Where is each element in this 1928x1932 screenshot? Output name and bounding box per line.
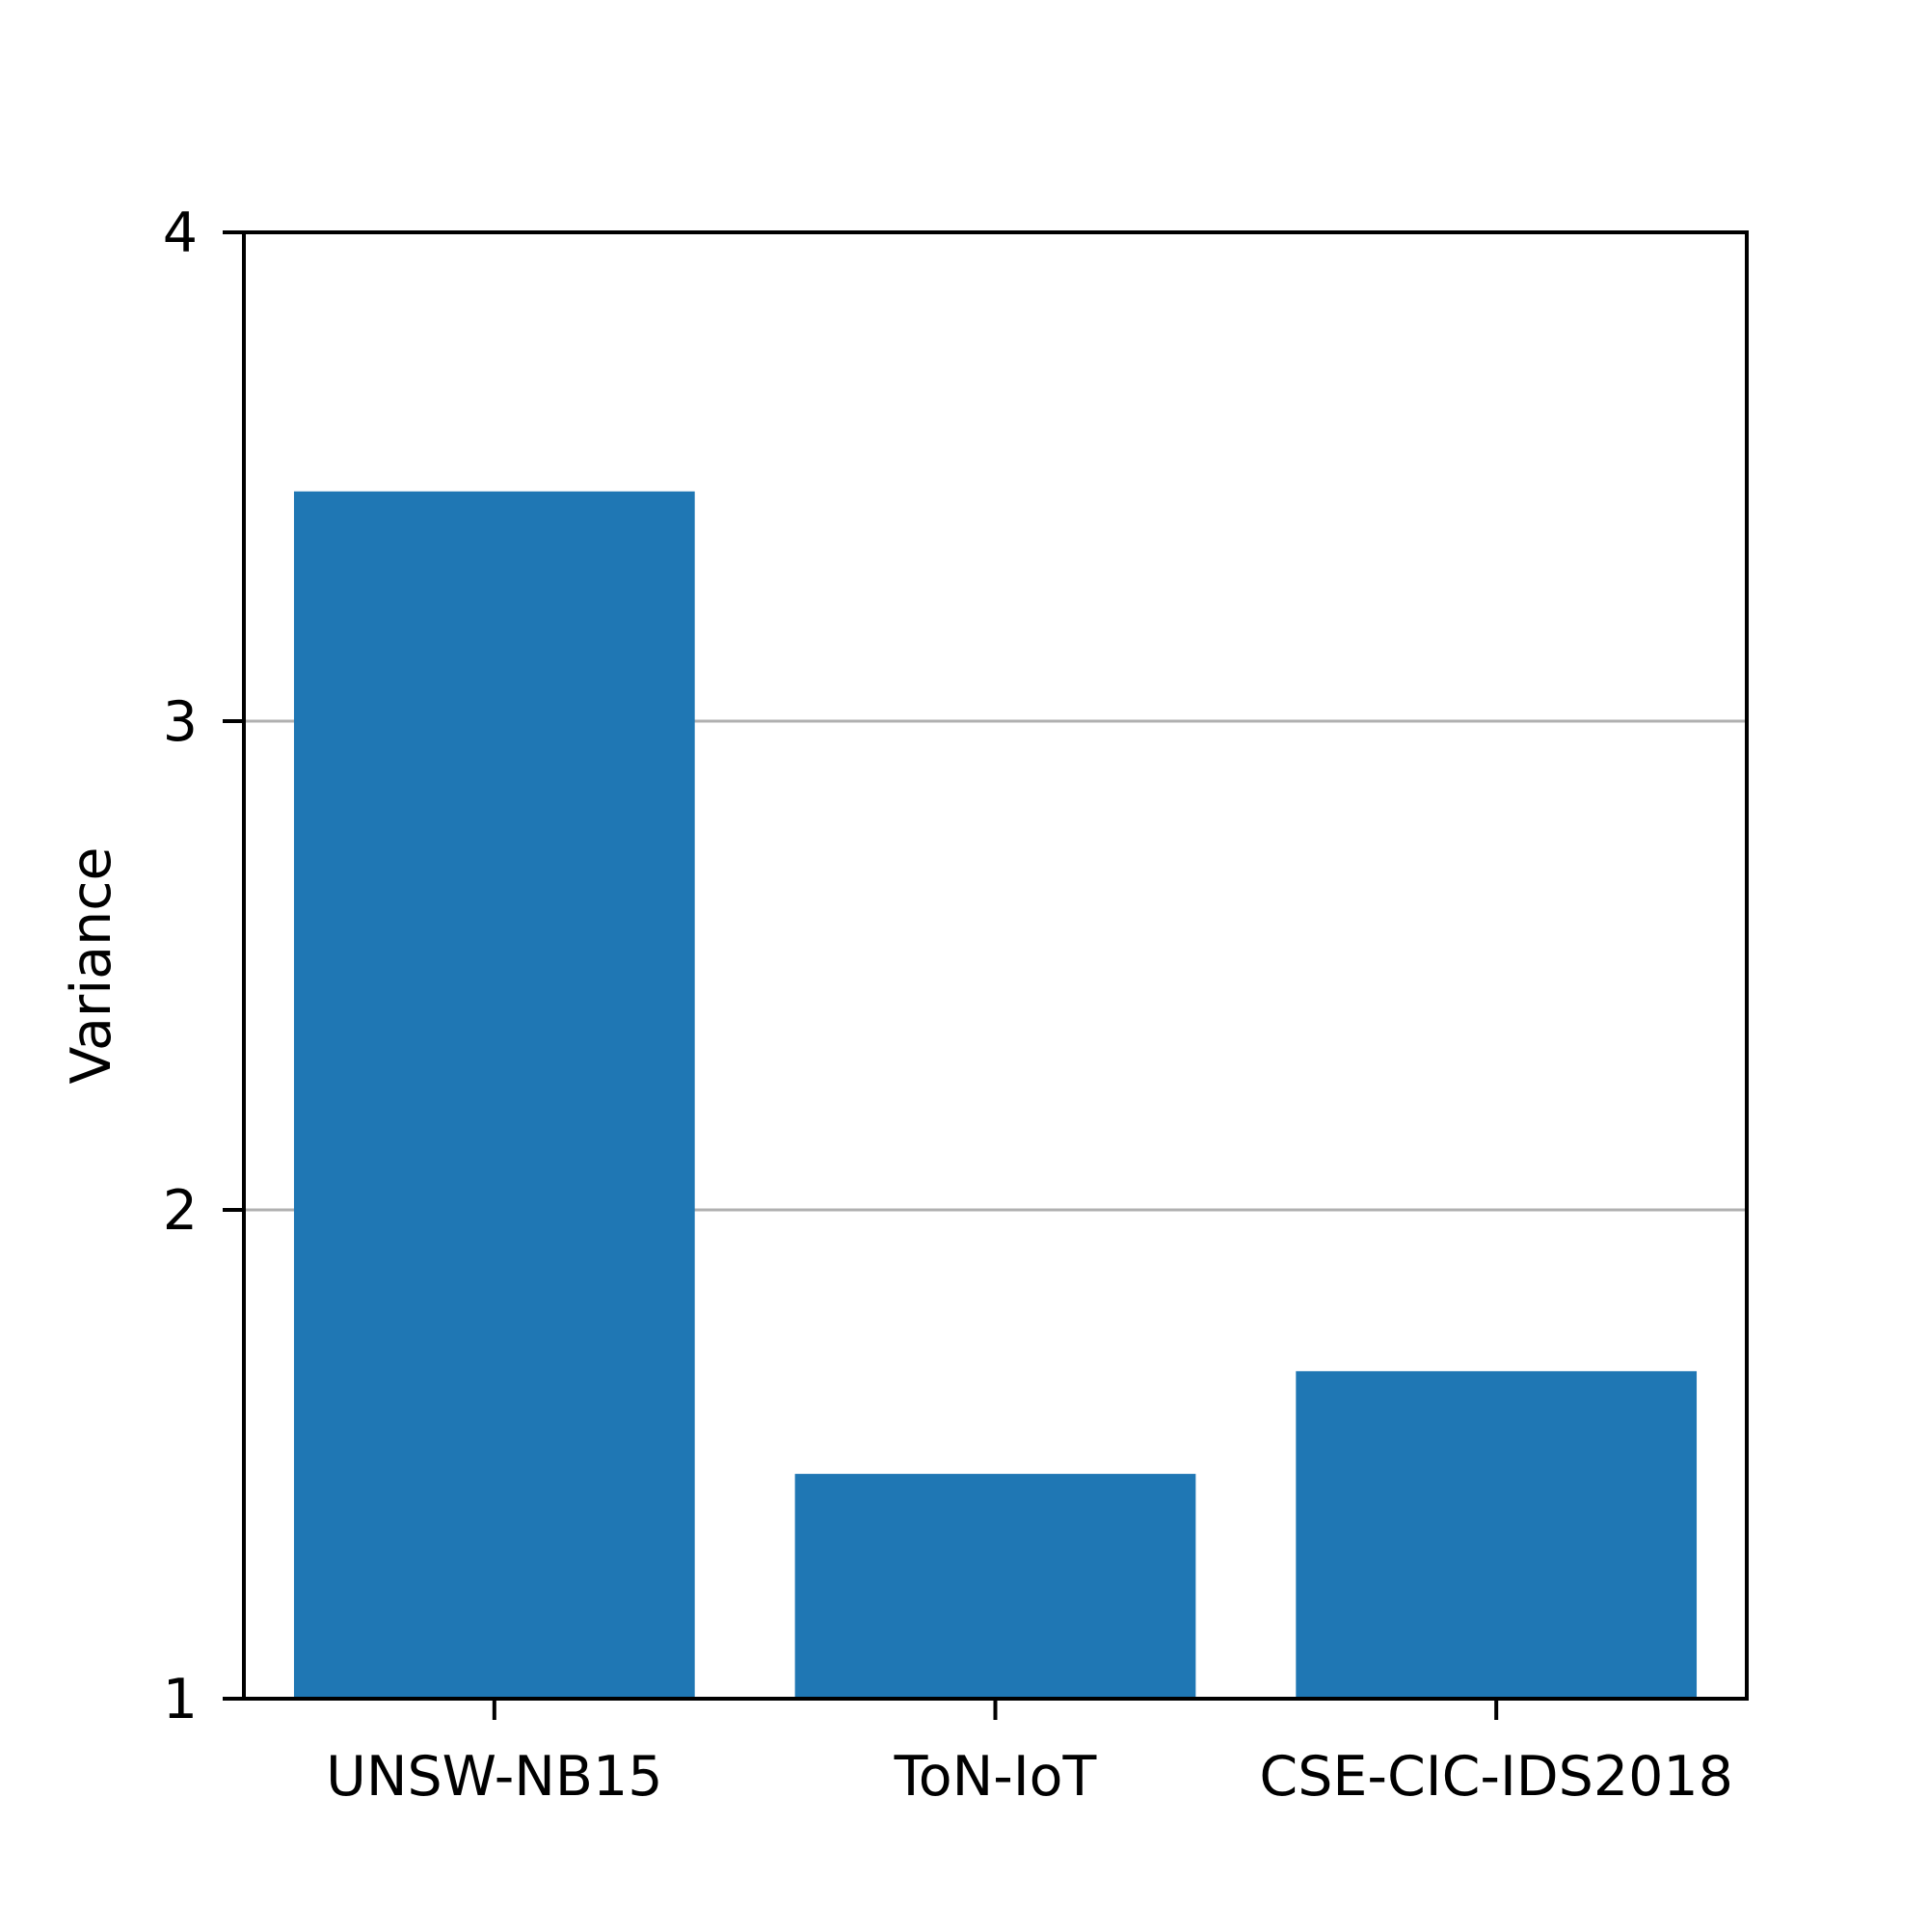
x-tick-label: ToN-IoT	[894, 1745, 1097, 1809]
x-axis-ticks: UNSW-NB15 ToN-IoT CSE-CIC-IDS2018	[326, 1699, 1733, 1809]
y-tick-label: 4	[163, 201, 198, 265]
y-axis-ticks: 1 2 3 4	[163, 201, 244, 1731]
bar	[1296, 1371, 1698, 1699]
y-tick-label: 3	[163, 690, 198, 754]
y-axis-label: Variance	[60, 846, 123, 1084]
bars	[293, 491, 1698, 1700]
bar	[293, 491, 695, 1700]
bar	[794, 1473, 1196, 1699]
x-tick-label: UNSW-NB15	[326, 1745, 662, 1809]
y-tick-label: 2	[163, 1179, 198, 1243]
y-tick-label: 1	[163, 1668, 198, 1731]
x-tick-label: CSE-CIC-IDS2018	[1259, 1745, 1733, 1809]
